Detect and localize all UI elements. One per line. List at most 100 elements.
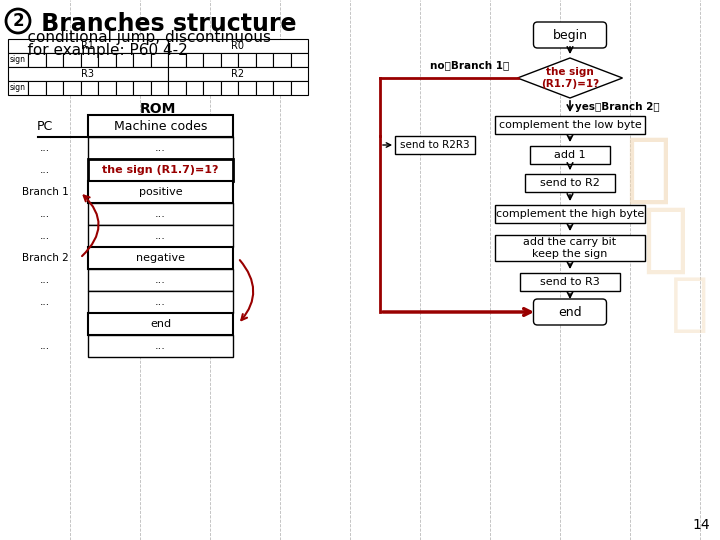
Bar [520, 273, 620, 291]
FancyBboxPatch shape [534, 22, 606, 48]
Text: 老: 老 [625, 133, 671, 207]
Bar [88, 313, 233, 335]
Text: ...: ... [155, 209, 166, 219]
Text: end: end [558, 306, 582, 319]
Bar [115, 81, 133, 95]
Text: add the carry bit
keep the sign: add the carry bit keep the sign [523, 237, 616, 259]
Bar [186, 53, 203, 67]
Bar [115, 53, 133, 67]
Text: add 1: add 1 [554, 150, 586, 160]
Bar [238, 81, 256, 95]
Bar [168, 81, 186, 95]
Bar [150, 81, 168, 95]
Bar [8, 39, 168, 53]
Text: ...: ... [155, 143, 166, 153]
Bar [133, 53, 150, 67]
Text: ...: ... [40, 341, 50, 351]
Text: positive: positive [139, 187, 182, 197]
Bar [45, 81, 63, 95]
Bar [98, 81, 115, 95]
Bar [203, 53, 220, 67]
Text: ...: ... [155, 297, 166, 307]
Bar [150, 53, 168, 67]
Text: end: end [150, 319, 171, 329]
Bar [273, 81, 290, 95]
Text: for example: P60 4-2: for example: P60 4-2 [8, 43, 188, 58]
Text: R2: R2 [231, 69, 245, 79]
Bar [8, 67, 168, 81]
Bar [28, 81, 45, 95]
Bar [133, 81, 150, 95]
Text: Machine codes: Machine codes [114, 119, 207, 132]
Text: yes（Branch 2）: yes（Branch 2） [575, 102, 660, 112]
Bar [290, 81, 308, 95]
Text: no（Branch 1）: no（Branch 1） [431, 60, 510, 70]
Bar [98, 53, 115, 67]
Text: the sign
(R1.7)=1?: the sign (R1.7)=1? [541, 67, 599, 89]
Bar [220, 53, 238, 67]
Text: 2: 2 [12, 12, 24, 30]
Text: complement the high byte: complement the high byte [496, 209, 644, 219]
Text: send to R2: send to R2 [540, 178, 600, 188]
Bar [45, 53, 63, 67]
Bar [88, 181, 233, 203]
Bar [168, 39, 308, 53]
Polygon shape [518, 58, 623, 98]
Bar [28, 53, 45, 67]
Bar [8, 53, 28, 67]
Bar [203, 81, 220, 95]
Bar [530, 146, 610, 164]
Text: ...: ... [40, 165, 50, 175]
Bar [88, 335, 233, 357]
Bar [273, 53, 290, 67]
Bar [256, 81, 273, 95]
Bar [256, 53, 273, 67]
Bar [81, 53, 98, 67]
Text: Branch 1: Branch 1 [22, 187, 68, 197]
Text: R1: R1 [81, 41, 94, 51]
Text: ...: ... [40, 209, 50, 219]
Text: complement the low byte: complement the low byte [499, 120, 642, 130]
Bar [88, 225, 233, 247]
Bar [88, 269, 233, 291]
Bar [88, 115, 233, 137]
Bar [88, 247, 233, 269]
Bar [186, 81, 203, 95]
Bar [525, 174, 615, 192]
Text: R0: R0 [232, 41, 245, 51]
Text: Branches structure: Branches structure [33, 12, 297, 36]
Bar [63, 53, 81, 67]
Bar [88, 159, 233, 181]
FancyBboxPatch shape [534, 299, 606, 325]
Text: 诚: 诚 [642, 203, 688, 277]
Text: 14: 14 [693, 518, 710, 532]
Text: ...: ... [155, 231, 166, 241]
Bar [395, 136, 475, 154]
Bar [495, 205, 645, 223]
Text: the sign (R1.7)=1?: the sign (R1.7)=1? [102, 165, 219, 175]
Bar [220, 81, 238, 95]
Bar [88, 203, 233, 225]
Text: send to R2R3: send to R2R3 [400, 140, 470, 150]
Text: R3: R3 [81, 69, 94, 79]
Bar [495, 235, 645, 261]
Bar [290, 53, 308, 67]
Text: ...: ... [40, 275, 50, 285]
Bar [63, 81, 81, 95]
Text: ...: ... [155, 275, 166, 285]
Text: ...: ... [40, 297, 50, 307]
Bar [168, 67, 308, 81]
Text: begin: begin [552, 29, 588, 42]
Text: ...: ... [155, 341, 166, 351]
Text: ROM: ROM [140, 102, 176, 116]
Text: conditional jump, discontinuous: conditional jump, discontinuous [8, 30, 271, 45]
Text: sign: sign [10, 56, 26, 64]
Text: ...: ... [40, 231, 50, 241]
Bar [168, 53, 186, 67]
Text: send to R3: send to R3 [540, 277, 600, 287]
Text: ...: ... [40, 143, 50, 153]
Text: Branch 2: Branch 2 [22, 253, 68, 263]
Text: PC: PC [37, 119, 53, 132]
Bar [238, 53, 256, 67]
Text: sign: sign [10, 84, 26, 92]
